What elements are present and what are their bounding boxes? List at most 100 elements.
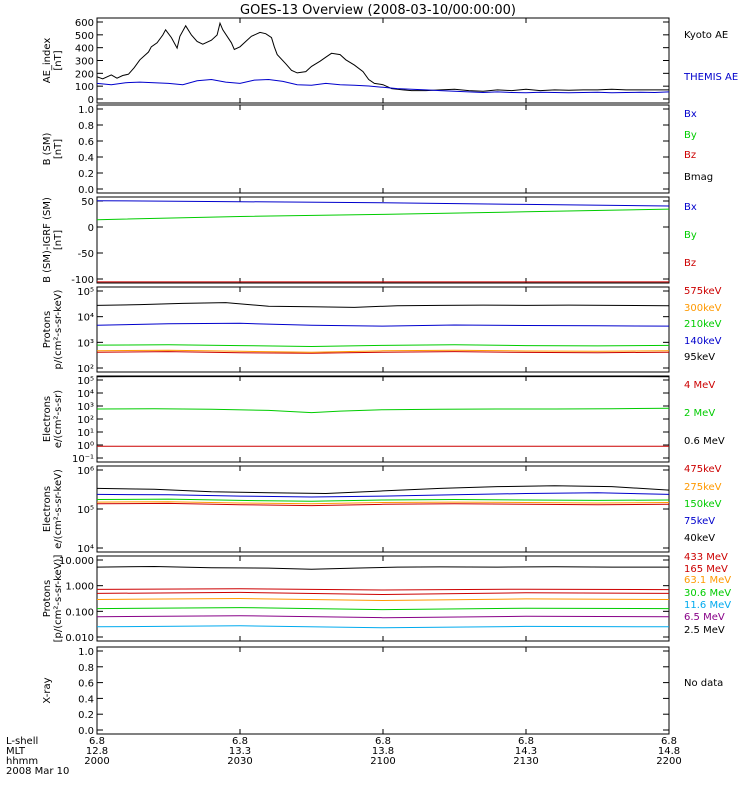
y-tick-label: 0.100 [65, 607, 94, 618]
panel-frame [96, 646, 670, 735]
y-axis-label: Electrons [42, 396, 53, 442]
y-tick-label: 0.4 [78, 694, 94, 705]
x-axis-row-label: hhmm [6, 756, 38, 767]
y-tick-label: 10³ [77, 338, 94, 349]
legend-label: Bz [684, 150, 696, 161]
x-tick-mlt: 14.8 [658, 746, 680, 757]
panel-frame [96, 375, 670, 463]
y-axis-label: Protons [42, 311, 53, 348]
series-line-300kev [96, 349, 670, 353]
x-axis-row-label: L-shell [6, 736, 38, 747]
y-tick-label: 0.6 [78, 679, 94, 690]
y-tick-label: 100 [75, 82, 94, 93]
y-tick-label: 0.4 [78, 153, 94, 164]
series-line-475kev [96, 502, 670, 507]
y-tick-label: 600 [75, 18, 94, 29]
y-axis-label: X-ray [42, 677, 53, 703]
y-axis-label: B (SM) [42, 132, 53, 165]
series-line-95kev [96, 302, 670, 308]
legend-label: 165 MeV [684, 564, 728, 575]
series-line-275kev [96, 501, 670, 505]
legend-label: 40keV [684, 533, 715, 544]
x-axis-row-label: MLT [6, 746, 26, 757]
legend-label: Bmag [684, 172, 713, 183]
y-tick-label: 0.8 [78, 663, 94, 674]
x-tick-hhmm: 2200 [656, 756, 681, 767]
legend-label: 0.6 MeV [684, 436, 725, 447]
y-tick-label: 0.8 [78, 121, 94, 132]
panel-frame [96, 196, 670, 284]
y-axis-label: AE_index [42, 38, 53, 84]
x-tick-mlt: 12.8 [86, 746, 108, 757]
legend-label: Bx [684, 202, 697, 213]
legend-label: 433 MeV [684, 552, 728, 563]
legend-label: 210keV [684, 319, 722, 330]
y-tick-label: 10³ [77, 402, 94, 413]
series-line-30.6-mev [96, 607, 670, 611]
x-tick-lshell: 6.8 [89, 736, 105, 747]
y-tick-label: -50 [78, 249, 94, 260]
y-tick-label: 1.0 [78, 647, 94, 658]
y-tick-label: 10⁴ [77, 544, 94, 555]
y-tick-label: 10⁻¹ [72, 454, 94, 465]
series-line-150kev [96, 498, 670, 502]
x-tick-lshell: 6.8 [375, 736, 391, 747]
series-line-bx [96, 200, 670, 207]
series-line-140kev [96, 322, 670, 327]
legend-label: 300keV [684, 303, 722, 314]
legend-label: 275keV [684, 482, 722, 493]
y-tick-label: 500 [75, 31, 94, 42]
y-tick-label: 10² [77, 364, 94, 375]
legend-label: By [684, 230, 697, 241]
y-axis-unit: [nT] [53, 139, 64, 159]
y-tick-label: 10⁰ [77, 441, 94, 452]
y-tick-label: 0.0 [78, 185, 94, 196]
panel-protons2 [96, 555, 670, 642]
legend-label: 95keV [684, 352, 715, 363]
legend-label: 63.1 MeV [684, 575, 731, 586]
x-tick-lshell: 6.8 [232, 736, 248, 747]
series-line-by [96, 208, 670, 221]
x-tick-hhmm: 2030 [227, 756, 252, 767]
y-tick-label: 10⁴ [77, 389, 94, 400]
y-tick-label: 10⁵ [77, 287, 94, 298]
panel-bigrf [96, 196, 670, 284]
y-tick-label: 10² [77, 415, 94, 426]
series-line-63.1-mev [96, 597, 670, 602]
legend-label: 575keV [684, 286, 722, 297]
legend-label: 140keV [684, 336, 722, 347]
y-tick-label: 0.6 [78, 137, 94, 148]
panel-electrons2 [96, 465, 670, 553]
y-tick-label: 0 [88, 95, 94, 106]
series-line-2-mev [96, 407, 670, 414]
y-axis-label: B (SM)-IGRF (SM) [42, 197, 53, 283]
x-axis-row-label: 2008 Mar 10 [6, 766, 69, 777]
legend-label: 150keV [684, 499, 722, 510]
x-tick-hhmm: 2100 [370, 756, 395, 767]
no-data-note: No data [684, 678, 723, 689]
panel-frame [96, 465, 670, 553]
y-tick-label: 0.2 [78, 710, 94, 721]
x-tick-mlt: 13.8 [372, 746, 394, 757]
y-axis-unit: e/(cm²-s-sr-keV) [53, 469, 64, 549]
panel-xray [96, 646, 670, 735]
legend-label: 4 MeV [684, 380, 715, 391]
y-axis-unit: [p/(cm²-s-sr-keV)] [53, 555, 64, 643]
panel-protons1 [96, 286, 670, 373]
x-tick-mlt: 13.3 [229, 746, 251, 757]
legend-label: Kyoto AE [684, 30, 728, 41]
y-axis-unit: [nT] [53, 50, 64, 70]
y-axis-label: Electrons [42, 486, 53, 532]
y-tick-label: 1.0 [78, 105, 94, 116]
legend-label: Bx [684, 109, 697, 120]
y-tick-label: 0 [88, 223, 94, 234]
series-line-40kev [96, 485, 670, 495]
legend-label: THEMIS AE [683, 72, 738, 83]
x-tick-mlt: 14.3 [515, 746, 537, 757]
series-line-11.6-mev [96, 625, 670, 629]
panel-electrons1 [96, 375, 670, 463]
series-line-433-mev [96, 588, 670, 591]
series-line-75kev [96, 492, 670, 498]
